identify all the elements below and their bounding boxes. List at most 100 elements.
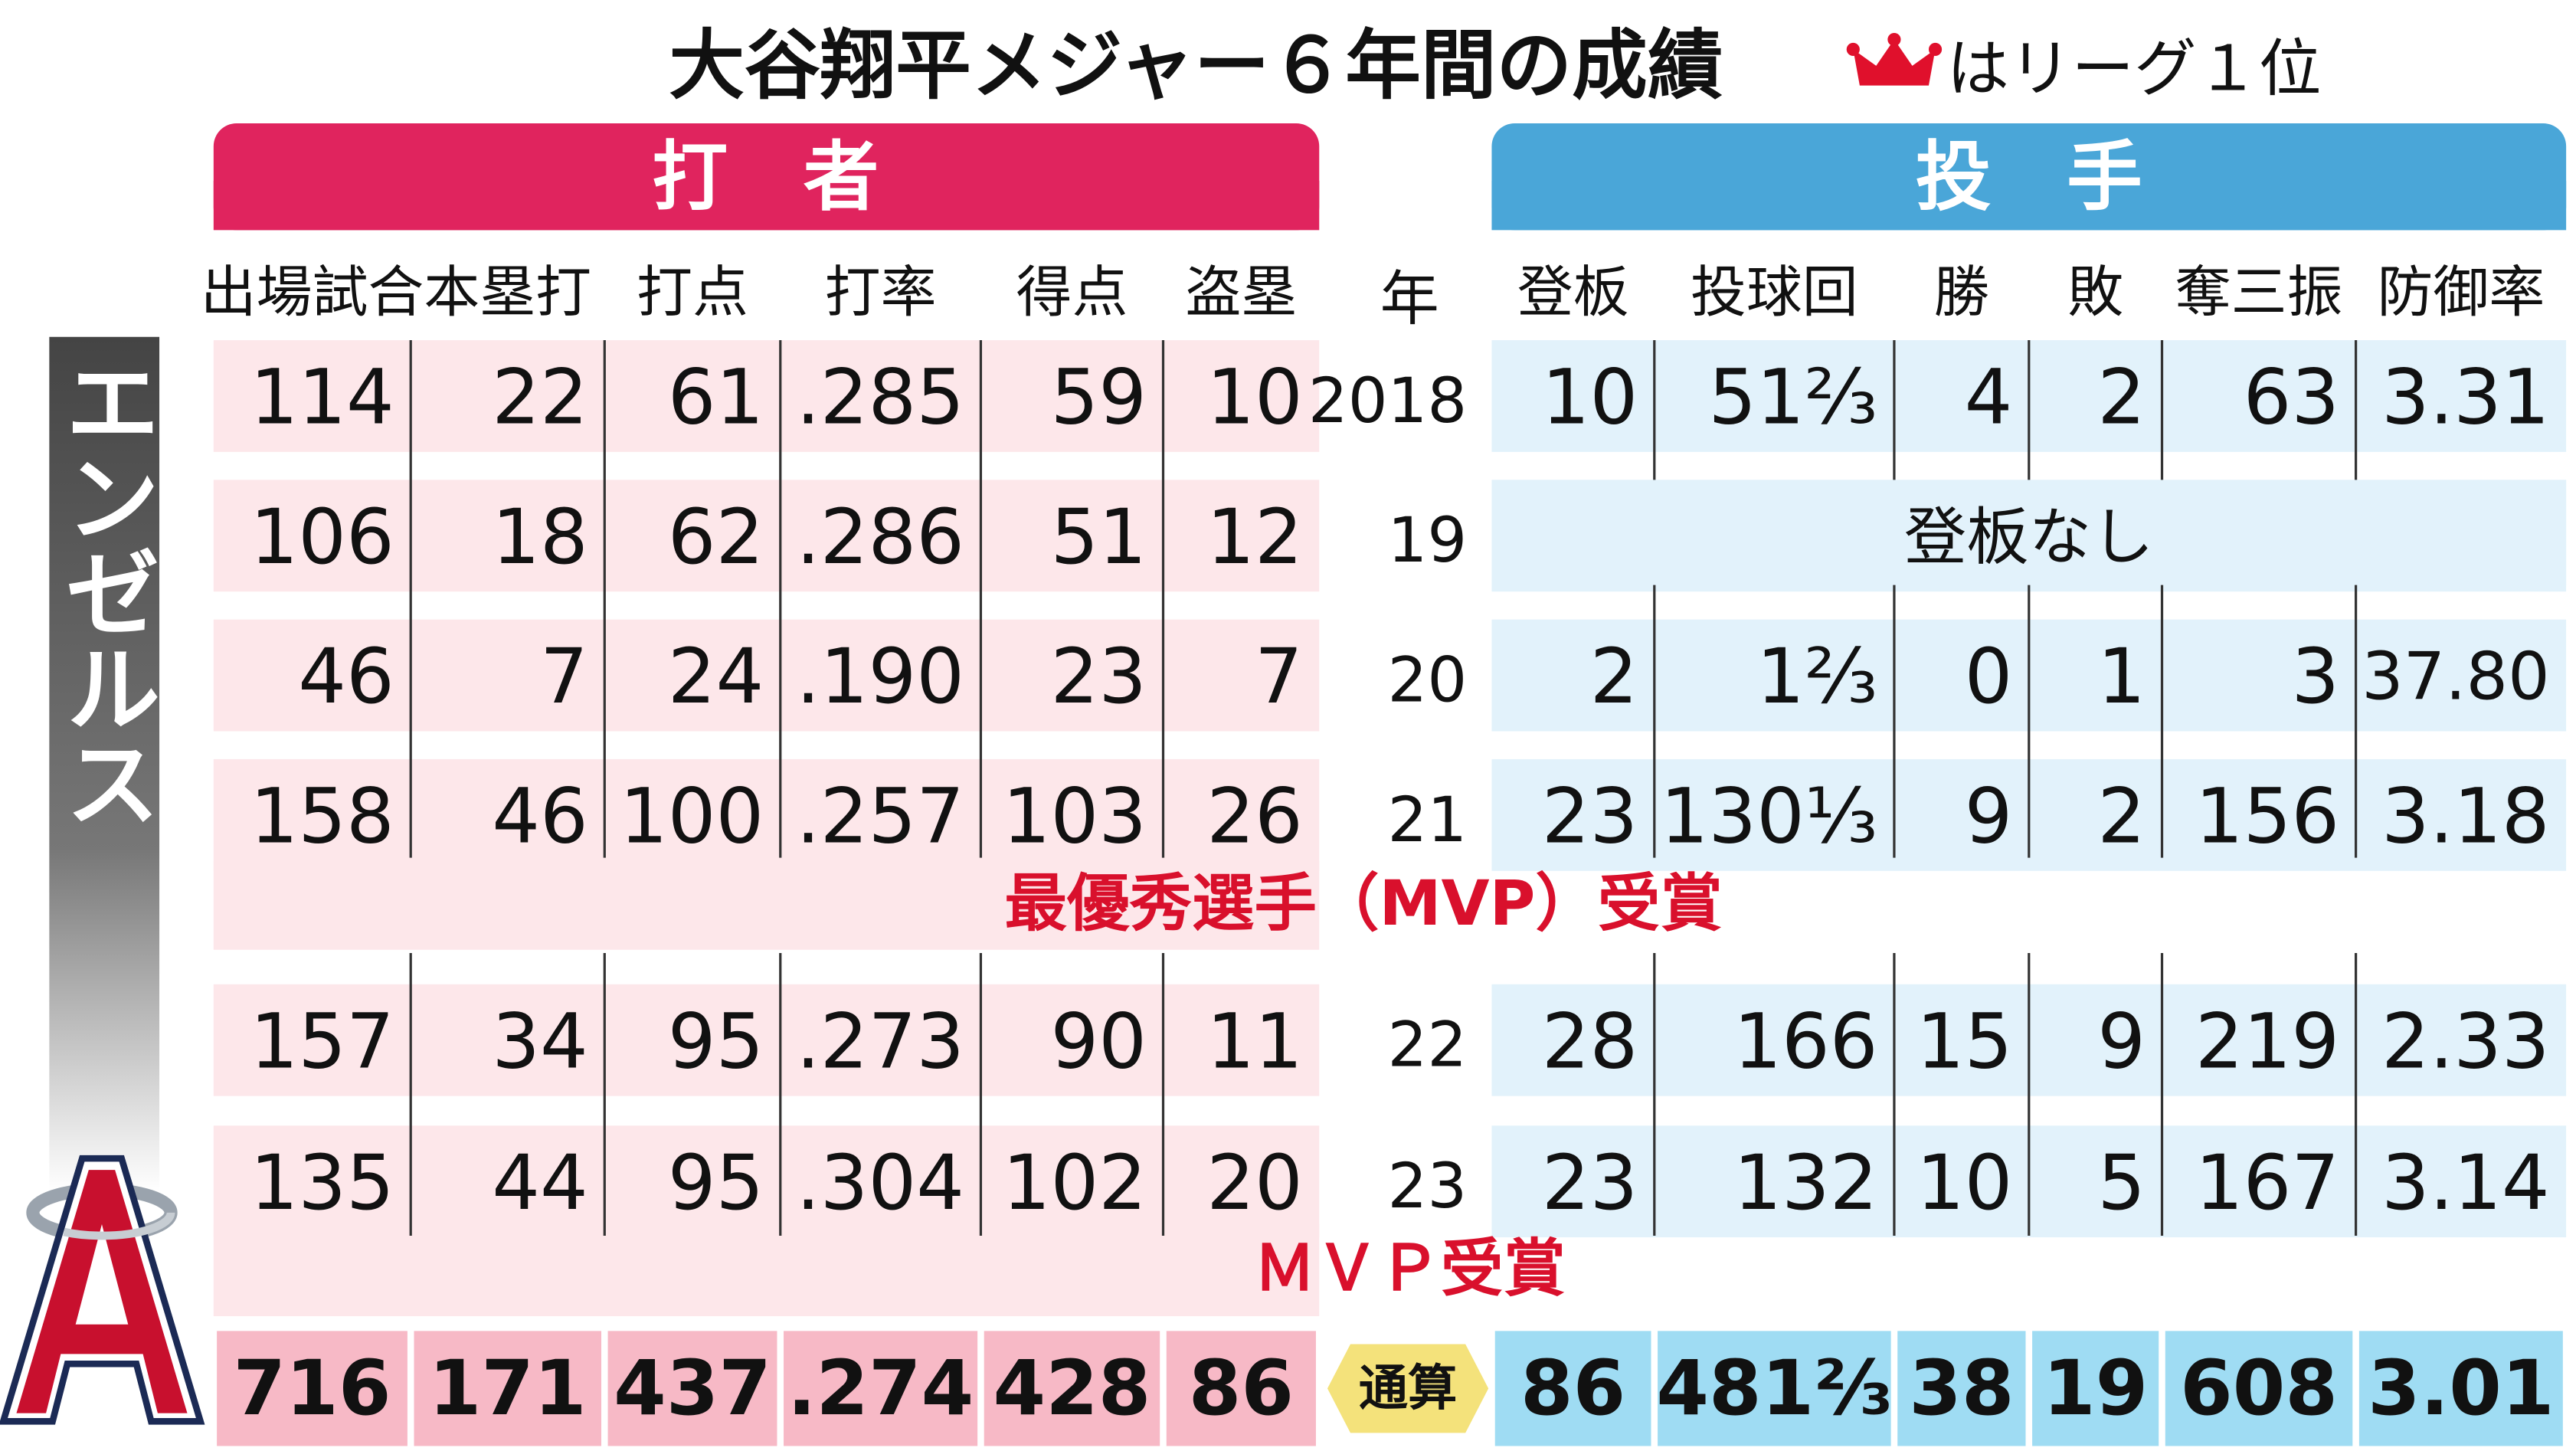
pitching-cell: 3.18 xyxy=(2381,773,2550,861)
year: 20 xyxy=(1388,644,1468,717)
pitching-cell: 130⅓ xyxy=(1661,773,1878,861)
total-cell-bg xyxy=(1166,1331,1316,1446)
batting-cell: 51 xyxy=(1051,493,1147,581)
batting-total: 86 xyxy=(1189,1345,1294,1433)
crown-legend xyxy=(1846,32,1943,86)
batting-cell: 135 xyxy=(250,1139,394,1227)
note-row-bg xyxy=(213,1223,1320,1317)
batting-cell: 102 xyxy=(1003,1139,1147,1227)
batting-row-bg xyxy=(213,619,1320,732)
team-bar xyxy=(49,336,160,1192)
section-title: 打 者 xyxy=(652,133,879,221)
total-cell-bg xyxy=(414,1331,601,1446)
batting-cell: 61 xyxy=(668,354,764,442)
batting-cell: .285 xyxy=(796,354,964,442)
pitching-cell: 5 xyxy=(2097,1139,2146,1227)
pitching-cell: 3.14 xyxy=(2381,1139,2550,1227)
batting-row-bg xyxy=(213,340,1320,452)
pitching-cell: 23 xyxy=(1542,1139,1638,1227)
total-cell-bg xyxy=(1897,1331,2026,1446)
award-note: 最優秀選手（MVP）受賞 xyxy=(1004,867,1722,940)
batting-cell: 22 xyxy=(492,354,588,442)
batting-cell: 46 xyxy=(492,773,588,861)
pitching-total: 481⅔ xyxy=(1656,1345,1892,1433)
batting-header-base xyxy=(213,181,1320,231)
batting-cell: 10 xyxy=(1206,354,1303,442)
pitching-cell: 37.80 xyxy=(2362,639,2550,716)
batting-row-bg xyxy=(213,480,1320,592)
pitching-cell: 156 xyxy=(2195,773,2339,861)
pitching-cell: 2 xyxy=(1590,633,1638,721)
total-cell-bg xyxy=(1658,1331,1891,1446)
batting-cell: 106 xyxy=(250,493,394,581)
batting-cell: .190 xyxy=(796,633,964,721)
column-header: 投球回 xyxy=(1691,260,1858,325)
pitching-cell: 219 xyxy=(2195,997,2339,1086)
batting-cell: 90 xyxy=(1051,997,1147,1086)
pitching-cell: 9 xyxy=(1965,773,2013,861)
year: 2018 xyxy=(1308,365,1467,437)
pitching-cell: 1 xyxy=(2097,633,2146,721)
batting-total: 437 xyxy=(614,1345,771,1433)
pitching-cell: 4 xyxy=(1965,354,2013,442)
pitching-cell: 28 xyxy=(1542,997,1638,1086)
pitching-cell: 2 xyxy=(2097,773,2146,861)
batting-cell: 157 xyxy=(250,997,394,1086)
year: 21 xyxy=(1388,784,1468,857)
pitching-cell: 1⅔ xyxy=(1756,633,1877,721)
legend-text: はリーグ１位 xyxy=(1947,33,2322,106)
pitching-total: 19 xyxy=(2043,1345,2148,1433)
batting-cell: 158 xyxy=(250,773,394,861)
total-cell-bg xyxy=(2032,1331,2159,1446)
batting-cell: .304 xyxy=(796,1139,964,1227)
batting-cell: .257 xyxy=(796,773,964,861)
batting-cell: 23 xyxy=(1051,633,1147,721)
total-badge xyxy=(1327,1344,1489,1433)
pitching-cell: 10 xyxy=(1542,354,1638,442)
pitching-cell: 63 xyxy=(2244,354,2340,442)
pitching-header-base xyxy=(1491,181,2567,231)
batting-cell: 7 xyxy=(540,633,588,721)
batting-row-bg xyxy=(213,758,1320,871)
pitching-cell: 166 xyxy=(1733,997,1877,1086)
batting-total: 171 xyxy=(429,1345,587,1433)
batting-cell: 103 xyxy=(1003,773,1147,861)
pitching-cell: 3 xyxy=(2291,633,2339,721)
pitching-cell: 51⅔ xyxy=(1708,354,1877,442)
pitching-cell: 167 xyxy=(2195,1139,2339,1227)
batting-cell: .286 xyxy=(796,493,964,581)
column-header: 盗塁 xyxy=(1185,260,1297,325)
pitching-cell: 0 xyxy=(1965,633,2013,721)
pitching-cell: 132 xyxy=(1733,1139,1877,1227)
batting-cell: 20 xyxy=(1206,1139,1303,1227)
pitching-cell: 15 xyxy=(1916,997,2013,1086)
angels-logo xyxy=(0,1155,205,1425)
total-cell-bg xyxy=(1494,1331,1651,1446)
year: 22 xyxy=(1388,1009,1468,1082)
pitching-cell: 23 xyxy=(1542,773,1638,861)
column-header: 勝 xyxy=(1933,260,1989,325)
batting-cell: 24 xyxy=(668,633,764,721)
column-header: 打率 xyxy=(825,260,937,325)
pitching-total: 608 xyxy=(2180,1345,2338,1433)
batting-cell: 12 xyxy=(1206,493,1303,581)
batting-cell: 46 xyxy=(298,633,394,721)
total-cell-bg xyxy=(217,1331,408,1446)
pitching-cell: 2 xyxy=(2097,354,2146,442)
year: 19 xyxy=(1388,504,1468,577)
no-pitching: 登板なし xyxy=(1904,501,2154,574)
pitching-cell: 9 xyxy=(2097,997,2146,1086)
team-name: エンゼルス xyxy=(48,353,159,830)
pitching-cell: 3.31 xyxy=(2381,354,2550,442)
batting-cell: 59 xyxy=(1051,354,1147,442)
year: 23 xyxy=(1388,1150,1468,1223)
batting-cell: 26 xyxy=(1206,773,1303,861)
batting-total: .274 xyxy=(787,1345,974,1433)
column-header: 敗 xyxy=(2067,260,2123,325)
column-header: 本塁打 xyxy=(424,260,591,325)
batting-cell: 95 xyxy=(668,997,764,1086)
total-cell-bg xyxy=(984,1331,1160,1446)
batting-cell: 44 xyxy=(492,1139,588,1227)
award-note: ＭＶＰ受賞 xyxy=(1253,1232,1566,1305)
